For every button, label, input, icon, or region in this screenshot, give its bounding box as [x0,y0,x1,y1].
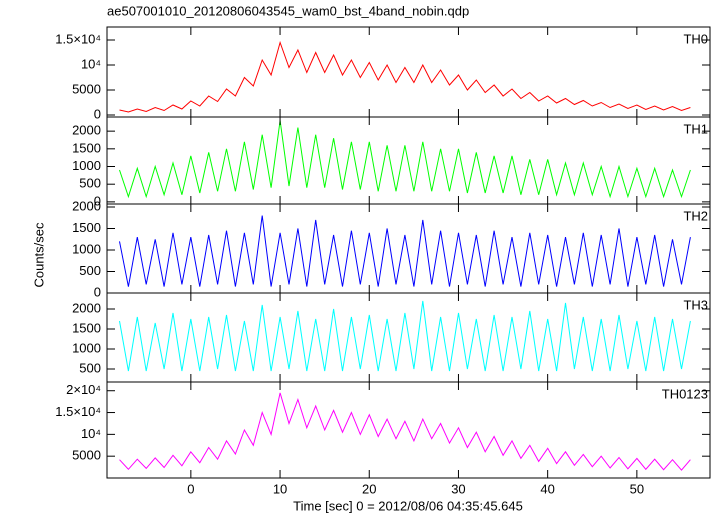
y-tick-label: 0 [94,106,101,121]
y-tick-label: 2×10⁴ [66,382,101,397]
y-tick-label: 2000 [72,198,101,213]
light-curve [119,120,691,199]
chart-title: ae507001010_20120806043545_wam0_bst_4ban… [107,3,469,18]
light-curve [119,392,691,471]
y-tick-label: 0 [94,284,101,299]
panel-label: TH2 [683,208,708,223]
panel-label: TH1 [683,121,708,136]
y-tick-label: 1000 [72,241,101,256]
panel-label: TH3 [683,297,708,312]
panel-frame [106,381,711,479]
panel-label: TH0 [683,31,708,46]
y-tick-label: 500 [79,176,101,191]
y-axis-label: Counts/sec [31,222,46,288]
x-tick-label: 50 [630,481,644,496]
y-tick-label: 5000 [72,81,101,96]
y-tick-label: 1500 [72,220,101,235]
light-curve [119,300,691,372]
y-tick-label: 1000 [72,158,101,173]
y-tick-label: 500 [79,360,101,375]
y-tick-label: 1500 [72,140,101,155]
y-tick-label: 10⁴ [81,56,101,71]
x-tick-label: 10 [273,481,287,496]
light-curve [119,215,691,287]
y-tick-label: 5000 [72,448,101,463]
light-curve [119,40,691,113]
y-tick-label: 1000 [72,340,101,355]
x-tick-label: 0 [187,481,194,496]
y-tick-label: 1500 [72,320,101,335]
y-tick-label: 500 [79,263,101,278]
x-axis-label: Time [sec] 0 = 2012/08/06 04:35:45.645 [293,498,523,513]
y-tick-label: 1.5×10⁴ [55,404,101,419]
x-tick-label: 20 [362,481,376,496]
y-tick-label: 10⁴ [81,426,101,441]
y-tick-label: 0 [94,193,101,208]
y-tick-label: 2000 [72,123,101,138]
panel-label: TH0123 [662,386,708,401]
x-tick-label: 30 [451,481,465,496]
y-tick-label: 2000 [72,300,101,315]
y-tick-label: 1.5×10⁴ [55,31,101,46]
x-tick-label: 40 [540,481,554,496]
